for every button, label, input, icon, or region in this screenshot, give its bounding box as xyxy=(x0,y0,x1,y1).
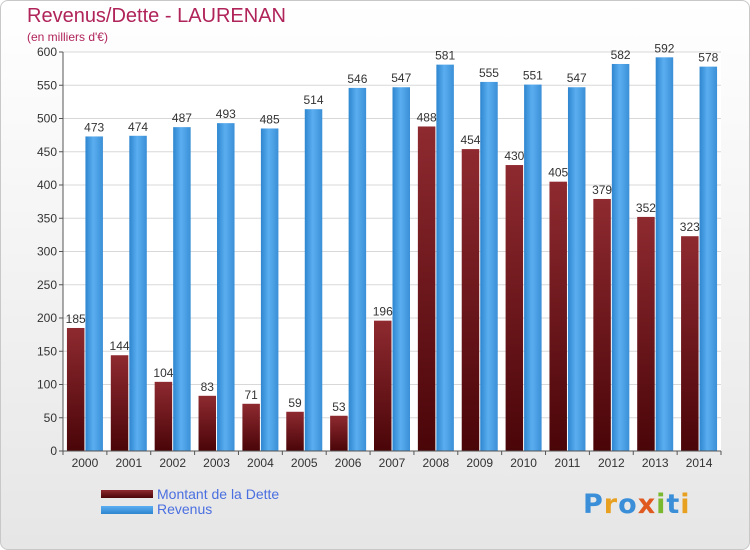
bar-dette xyxy=(110,355,129,451)
x-tick-label: 2012 xyxy=(598,456,625,470)
bar-dette xyxy=(66,327,85,451)
bar-revenus xyxy=(304,109,323,451)
y-tick-label: 0 xyxy=(50,444,57,458)
data-label-dette: 83 xyxy=(201,380,215,394)
bar-revenus xyxy=(173,127,191,452)
data-label-revenus: 581 xyxy=(435,49,455,63)
bar-dette xyxy=(681,236,699,451)
data-label-revenus: 592 xyxy=(654,41,674,55)
data-label-dette: 185 xyxy=(66,312,86,326)
data-label-revenus: 578 xyxy=(698,51,718,65)
bar-revenus xyxy=(436,64,454,451)
data-label-revenus: 493 xyxy=(216,107,236,121)
x-tick-label: 2002 xyxy=(159,456,186,470)
bar-revenus xyxy=(699,66,718,451)
bar-dette xyxy=(461,149,480,451)
bar-dette xyxy=(198,395,217,451)
x-tick-label: 2005 xyxy=(291,456,318,470)
data-label-revenus: 546 xyxy=(347,72,367,86)
data-label-dette: 430 xyxy=(504,149,524,163)
legend-label-revenus: Revenus xyxy=(157,501,213,517)
bar-dette xyxy=(417,126,436,451)
y-tick-label: 50 xyxy=(44,411,58,425)
bar-dette xyxy=(242,403,260,451)
y-tick-label: 550 xyxy=(37,78,57,92)
x-tick-label: 2003 xyxy=(203,456,230,470)
bar-dette xyxy=(374,320,392,451)
x-tick-label: 2010 xyxy=(510,456,537,470)
y-tick-label: 500 xyxy=(37,112,57,126)
bar-revenus xyxy=(611,63,630,451)
y-tick-label: 250 xyxy=(37,278,57,292)
chart-title: Revenus/Dette - LAURENAN xyxy=(27,5,286,27)
bar-revenus xyxy=(655,57,674,451)
bar-revenus xyxy=(392,87,410,452)
data-label-revenus: 555 xyxy=(479,66,499,80)
data-label-revenus: 582 xyxy=(611,48,631,62)
data-label-dette: 454 xyxy=(460,133,480,147)
data-label-dette: 405 xyxy=(548,166,568,180)
bar-revenus xyxy=(85,136,103,451)
bar-dette xyxy=(286,411,304,451)
y-tick-label: 300 xyxy=(37,245,57,259)
bar-revenus xyxy=(260,128,279,451)
bar-revenus xyxy=(217,123,235,451)
x-tick-label: 2000 xyxy=(72,456,99,470)
bar-dette xyxy=(154,381,173,451)
bar-revenus xyxy=(524,84,542,452)
x-tick-label: 2004 xyxy=(247,456,274,470)
data-label-revenus: 473 xyxy=(84,120,104,134)
data-label-revenus: 551 xyxy=(523,69,543,83)
data-label-revenus: 487 xyxy=(172,111,192,125)
y-tick-label: 400 xyxy=(37,178,57,192)
legend-swatch-revenus xyxy=(101,506,153,514)
data-label-dette: 53 xyxy=(332,400,346,414)
data-label-revenus: 474 xyxy=(128,120,148,134)
data-label-revenus: 547 xyxy=(567,71,587,85)
data-label-revenus: 485 xyxy=(260,112,280,126)
data-label-dette: 196 xyxy=(373,305,393,319)
bar-revenus xyxy=(480,81,498,452)
legend-swatch-dette xyxy=(101,490,153,498)
x-tick-label: 2014 xyxy=(686,456,713,470)
x-tick-label: 2007 xyxy=(379,456,406,470)
data-label-dette: 352 xyxy=(636,201,656,215)
chart-subtitle: (en milliers d'€) xyxy=(27,30,108,44)
data-label-revenus: 547 xyxy=(391,71,411,85)
data-label-dette: 144 xyxy=(110,339,130,353)
x-tick-label: 2008 xyxy=(423,456,450,470)
bar-revenus xyxy=(348,87,367,451)
bar-revenus xyxy=(567,87,586,452)
data-label-dette: 104 xyxy=(153,366,173,380)
proxiti-logo: Proxiti xyxy=(583,489,691,520)
x-tick-label: 2011 xyxy=(555,456,581,470)
y-tick-label: 600 xyxy=(37,45,57,59)
data-label-dette: 71 xyxy=(244,388,258,402)
y-tick-label: 100 xyxy=(37,378,57,392)
x-tick-label: 2013 xyxy=(642,456,669,470)
bar-dette xyxy=(593,198,611,451)
x-tick-label: 2009 xyxy=(466,456,493,470)
legend-label-dette: Montant de la Dette xyxy=(157,486,280,502)
data-label-dette: 323 xyxy=(680,220,700,234)
y-tick-label: 350 xyxy=(37,211,57,225)
x-tick-label: 2006 xyxy=(335,456,362,470)
bar-dette xyxy=(505,165,524,452)
y-tick-label: 150 xyxy=(37,344,57,358)
y-tick-label: 200 xyxy=(37,311,57,325)
data-label-dette: 59 xyxy=(288,396,302,410)
x-tick-label: 2001 xyxy=(115,456,142,470)
bar-dette xyxy=(330,415,348,451)
y-tick-label: 450 xyxy=(37,145,57,159)
bar-dette xyxy=(637,216,655,451)
bar-dette xyxy=(549,181,567,452)
data-label-revenus: 514 xyxy=(304,93,324,107)
bar-revenus xyxy=(129,135,147,452)
data-label-dette: 379 xyxy=(592,183,612,197)
data-label-dette: 488 xyxy=(417,110,437,124)
